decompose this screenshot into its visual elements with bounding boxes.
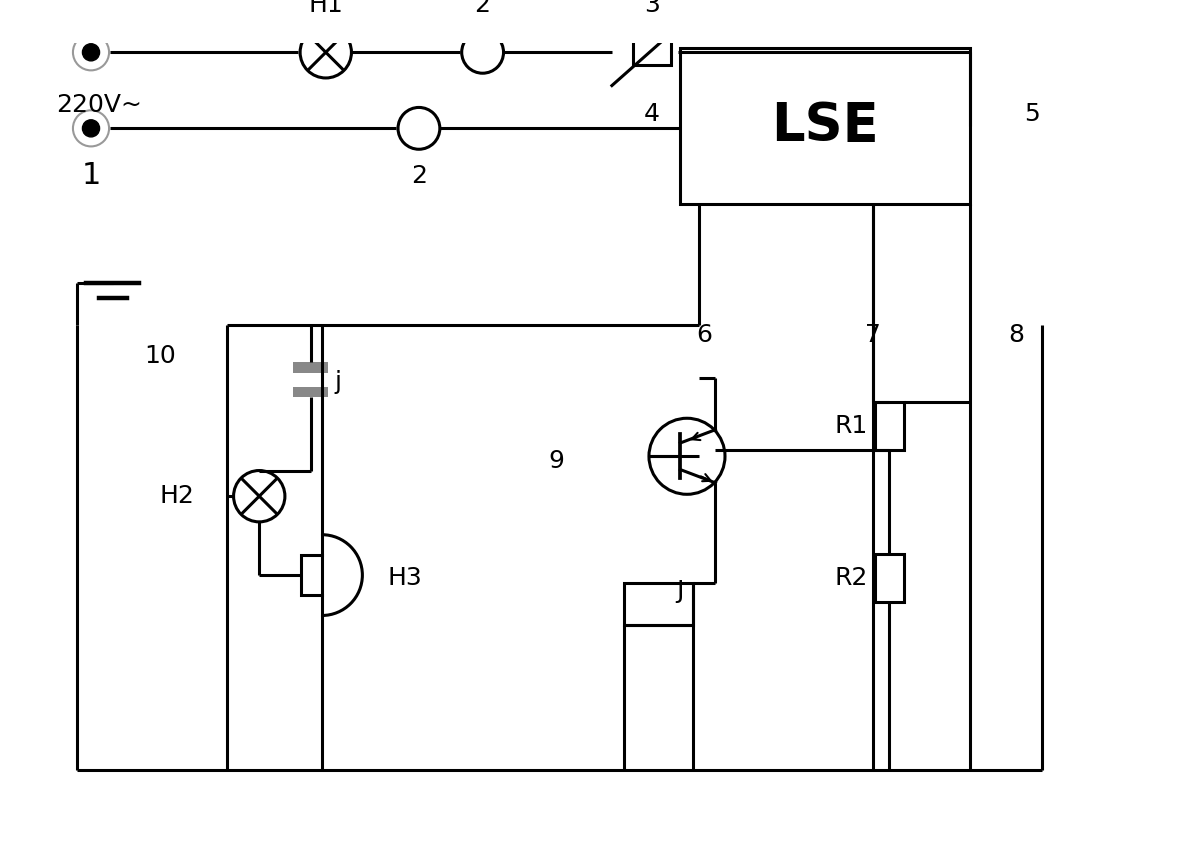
Text: LSE: LSE [771,100,879,152]
Text: 8: 8 [1007,323,1024,347]
Text: H1: H1 [308,0,344,16]
Text: H2: H2 [159,484,194,509]
Text: 5: 5 [1024,102,1040,126]
Text: 7: 7 [866,323,881,347]
Text: 2: 2 [475,0,490,16]
Bar [875,554,903,602]
Bar [293,362,327,373]
Text: R2: R2 [835,566,868,590]
Text: 2: 2 [411,163,426,188]
Text: 1: 1 [81,162,100,190]
Text: 6: 6 [696,323,712,347]
Bar [301,555,322,595]
Text: 4: 4 [644,102,660,126]
Bar [680,48,971,204]
Text: 10: 10 [144,344,176,368]
Text: 3: 3 [644,0,660,16]
Bar [625,583,693,625]
Text: H3: H3 [387,566,422,590]
Bar [633,40,671,65]
Text: 9: 9 [549,449,565,473]
Text: J: J [677,580,684,603]
Text: 220V~: 220V~ [56,93,142,117]
Text: R1: R1 [835,413,868,438]
Bar [875,402,903,450]
Text: j: j [334,370,341,394]
Bar [293,387,327,397]
Circle shape [83,44,99,61]
Circle shape [83,119,99,137]
